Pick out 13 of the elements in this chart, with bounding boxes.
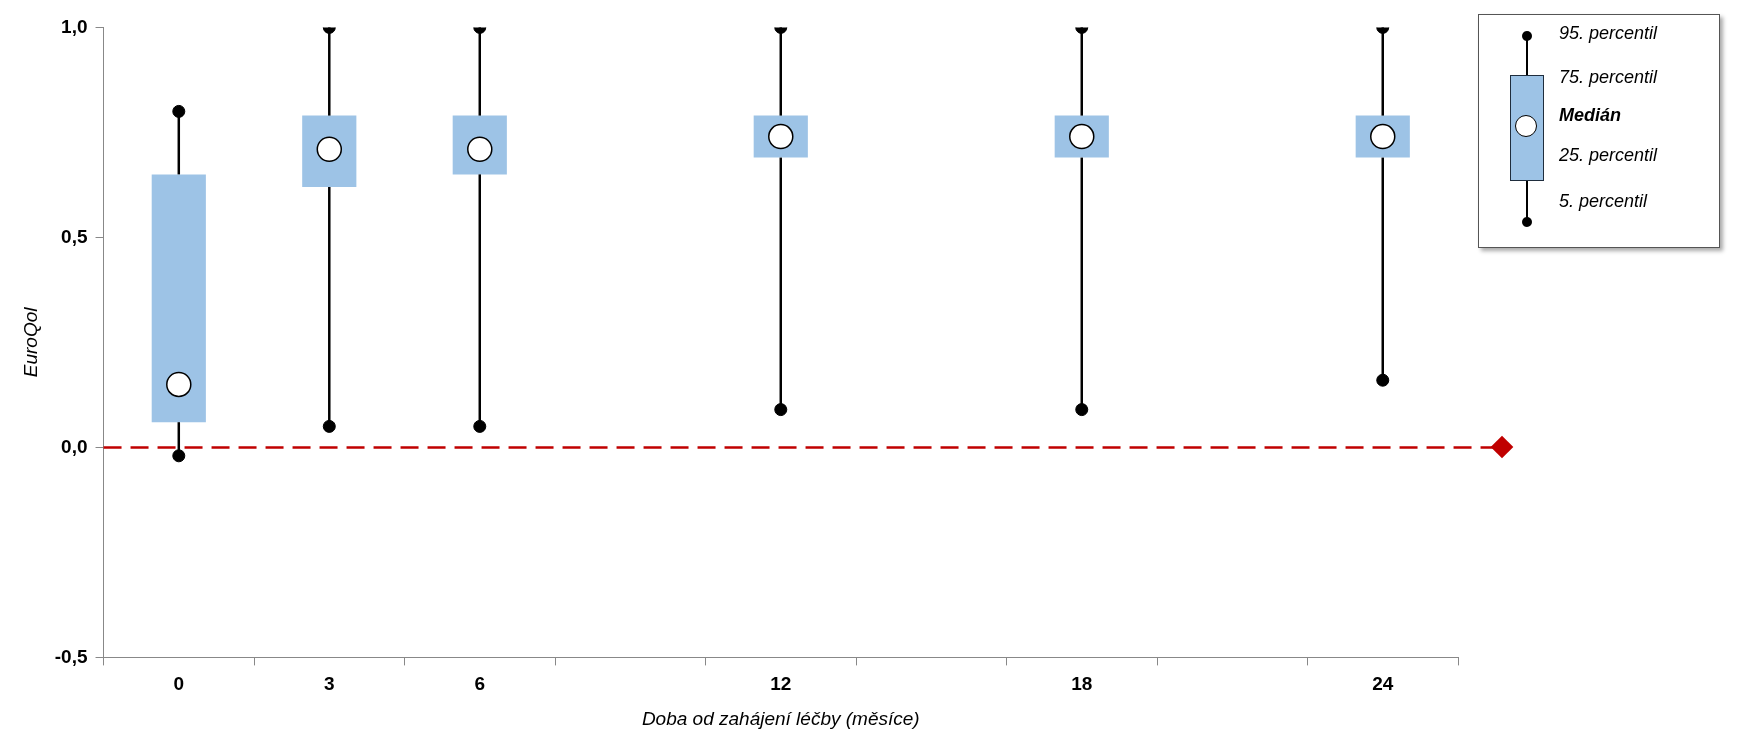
y-axis-title: EuroQol	[19, 306, 41, 378]
y-tick-label: 1,0	[61, 15, 88, 37]
x-axis-title: Doba od zahájení léčby (měsíce)	[641, 707, 920, 729]
x-tick-label: 0	[173, 673, 185, 695]
y-tick-label: 0,0	[61, 435, 88, 457]
x-tick-label: 12	[770, 673, 792, 695]
x-tick-label: 18	[1071, 673, 1093, 695]
box-plot-key: 95. percentil 75. percentil Medián 25. percentil 5. percentil	[1478, 14, 1720, 248]
x-tick-label: 24	[1372, 673, 1394, 695]
x-tick-label: 6	[474, 673, 486, 695]
y-tick-label: 0,5	[61, 225, 88, 247]
y-tick-label: -0,5	[54, 645, 88, 667]
x-tick-label: 3	[323, 673, 335, 695]
